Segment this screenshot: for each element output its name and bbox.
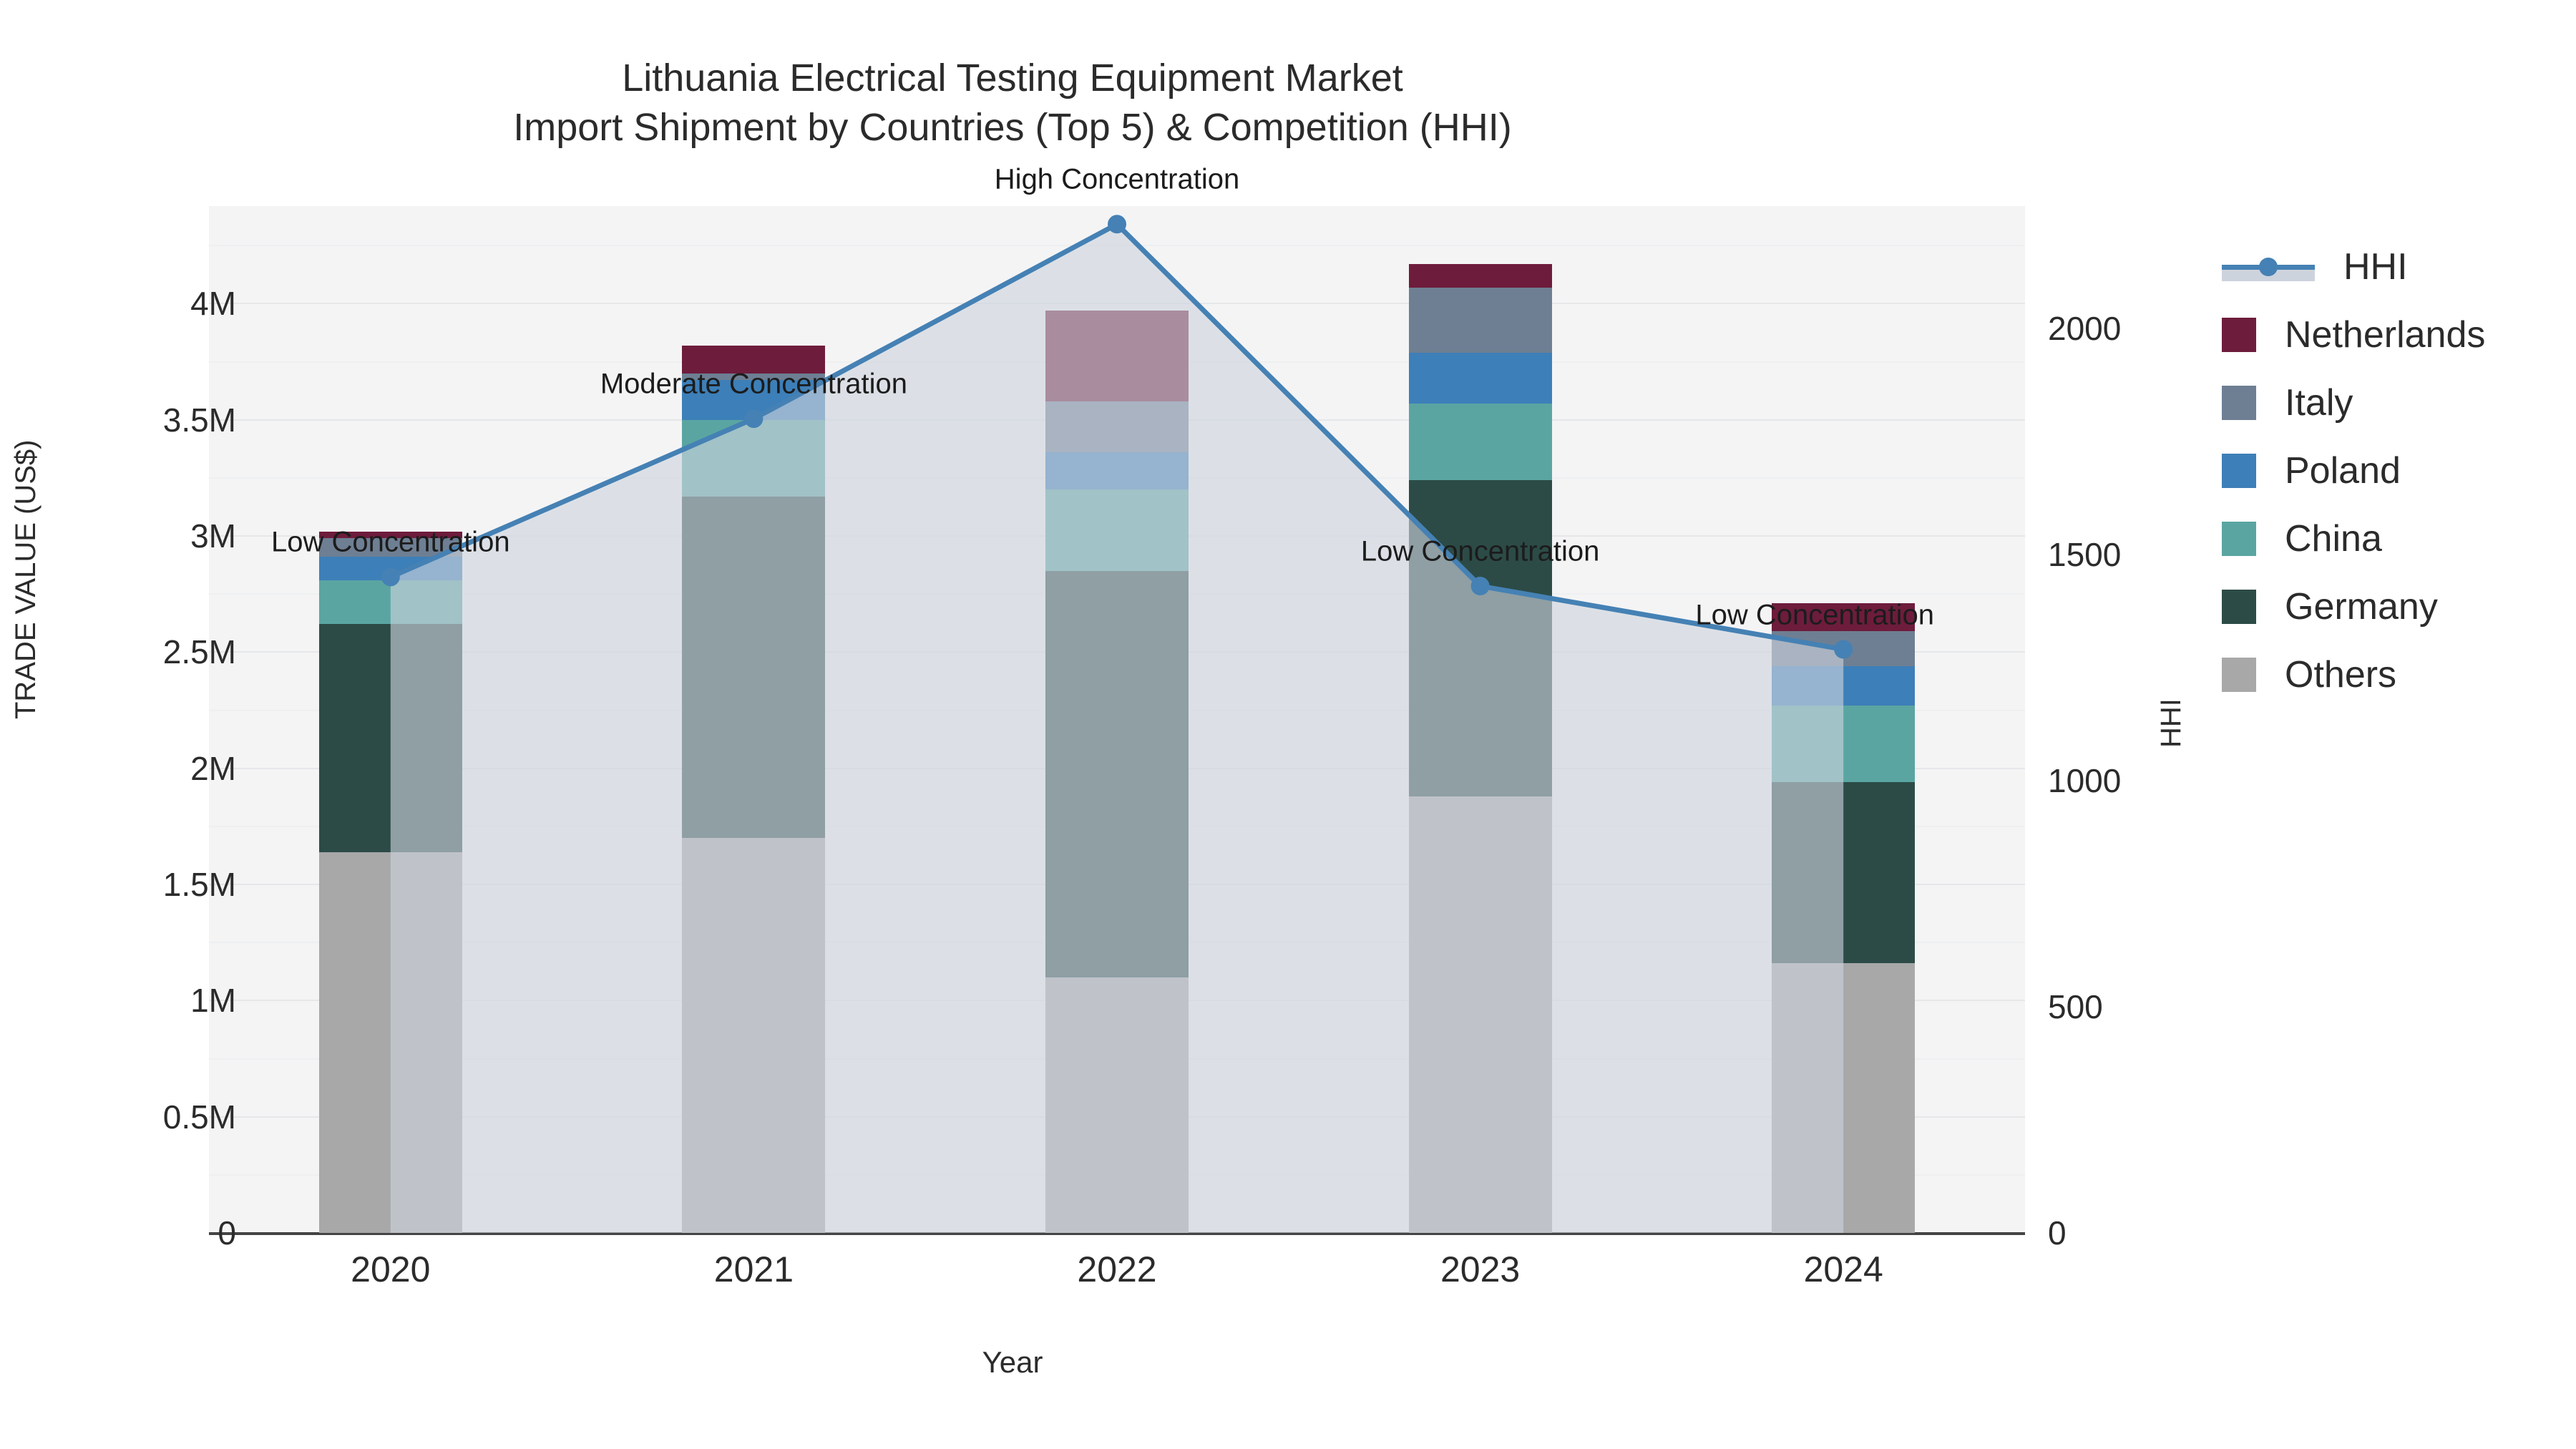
chart-title: Lithuania Electrical Testing Equipment M… <box>0 54 2025 152</box>
y-axis-label: TRADE VALUE (US$) <box>10 439 42 719</box>
legend-item-italy[interactable]: Italy <box>2222 369 2485 436</box>
y2-tick-label: 1000 <box>2048 761 2122 799</box>
chart-title-line1: Lithuania Electrical Testing Equipment M… <box>622 57 1403 99</box>
x-axis-line <box>209 1232 2025 1235</box>
x-axis-label: Year <box>982 1345 1043 1379</box>
bar-segment-others[interactable] <box>1045 977 1189 1233</box>
y-tick-label: 0 <box>218 1214 236 1252</box>
bar-segment-poland[interactable] <box>1408 352 1552 404</box>
bar-segment-china[interactable] <box>1772 706 1916 783</box>
legend-item-germany[interactable]: Germany <box>2222 572 2485 640</box>
y2-tick-label: 0 <box>2048 1214 2067 1252</box>
y-tick-label: 0.5M <box>162 1098 236 1136</box>
y-tick-label: 4M <box>190 285 236 323</box>
legend-item-others[interactable]: Others <box>2222 640 2485 708</box>
bar-segment-poland[interactable] <box>1772 665 1916 706</box>
y2-tick-label: 2000 <box>2048 309 2122 347</box>
legend-item-label: Others <box>2285 653 2397 696</box>
legend-item-netherlands[interactable]: Netherlands <box>2222 301 2485 369</box>
y2-axis-label: HHI <box>2155 698 2187 748</box>
concentration-annotation: Low Concentration <box>1695 599 1934 630</box>
y-tick-label: 3.5M <box>162 401 236 439</box>
y-tick-label: 2.5M <box>162 633 236 671</box>
bar-stack[interactable] <box>1772 206 1916 1233</box>
bar-segment-germany[interactable] <box>1408 480 1552 796</box>
legend-item-label: Netherlands <box>2285 313 2486 356</box>
legend-item-china[interactable]: China <box>2222 504 2485 572</box>
y2-tick-label: 1500 <box>2048 535 2122 573</box>
legend-item-label: Italy <box>2285 381 2353 424</box>
legend-item-label: China <box>2285 517 2382 560</box>
x-tick-label: 2022 <box>1077 1249 1157 1289</box>
bar-segment-germany[interactable] <box>1772 782 1916 964</box>
bar-segment-china[interactable] <box>1045 489 1189 571</box>
bar-segment-others[interactable] <box>318 852 462 1233</box>
x-tick-label: 2023 <box>1440 1249 1521 1289</box>
legend-item-label: Germany <box>2285 585 2438 628</box>
y2-tick-label: 500 <box>2048 987 2103 1025</box>
legend-color-swatch <box>2222 589 2256 624</box>
bar-segment-italy[interactable] <box>1408 287 1552 353</box>
legend-line-marker <box>2222 250 2315 284</box>
bar-segment-italy[interactable] <box>1045 401 1189 453</box>
bar-segment-germany[interactable] <box>682 496 826 839</box>
legend-color-swatch <box>2222 657 2256 692</box>
x-tick-label: 2021 <box>713 1249 794 1289</box>
legend-item-label: HHI <box>2343 245 2408 288</box>
bar-segment-netherlands[interactable] <box>1408 264 1552 288</box>
bar-segment-china[interactable] <box>318 580 462 625</box>
bar-stack[interactable] <box>1408 206 1552 1233</box>
y-tick-label: 1.5M <box>162 866 236 903</box>
bar-stack[interactable] <box>682 206 826 1233</box>
bar-segment-poland[interactable] <box>318 557 462 580</box>
chart-title-line2: Import Shipment by Countries (Top 5) & C… <box>513 106 1512 150</box>
chart-legend: HHI Netherlands Italy Poland China Germany Oth… <box>2222 233 2485 708</box>
legend-color-swatch <box>2222 453 2256 488</box>
bar-segment-germany[interactable] <box>318 624 462 852</box>
legend-color-swatch <box>2222 317 2256 352</box>
legend-color-swatch <box>2222 385 2256 420</box>
concentration-annotation: Low Concentration <box>1360 535 1600 567</box>
y-tick-label: 2M <box>190 749 236 787</box>
bar-segment-china[interactable] <box>682 419 826 497</box>
legend-item-hhi[interactable]: HHI <box>2222 233 2485 301</box>
bar-segment-others[interactable] <box>682 838 826 1233</box>
legend-color-swatch <box>2222 521 2256 556</box>
y-tick-label: 3M <box>190 517 236 555</box>
bar-segment-netherlands[interactable] <box>1045 311 1189 401</box>
bar-segment-others[interactable] <box>1408 796 1552 1233</box>
legend-item-poland[interactable]: Poland <box>2222 436 2485 504</box>
bar-segment-italy[interactable] <box>1772 631 1916 666</box>
concentration-annotation: Low Concentration <box>271 526 510 558</box>
bar-stack[interactable] <box>1045 206 1189 1233</box>
bar-segment-others[interactable] <box>1772 963 1916 1233</box>
x-tick-label: 2024 <box>1803 1249 1883 1289</box>
x-tick-label: 2020 <box>351 1249 431 1289</box>
y-tick-label: 1M <box>190 982 236 1020</box>
concentration-annotation: High Concentration <box>994 163 1240 195</box>
legend-item-label: Poland <box>2285 449 2401 492</box>
bar-stack[interactable] <box>318 206 462 1233</box>
concentration-annotation: Moderate Concentration <box>600 368 907 400</box>
bar-segment-germany[interactable] <box>1045 570 1189 977</box>
bar-segment-poland[interactable] <box>1045 452 1189 490</box>
bar-segment-china[interactable] <box>1408 403 1552 481</box>
